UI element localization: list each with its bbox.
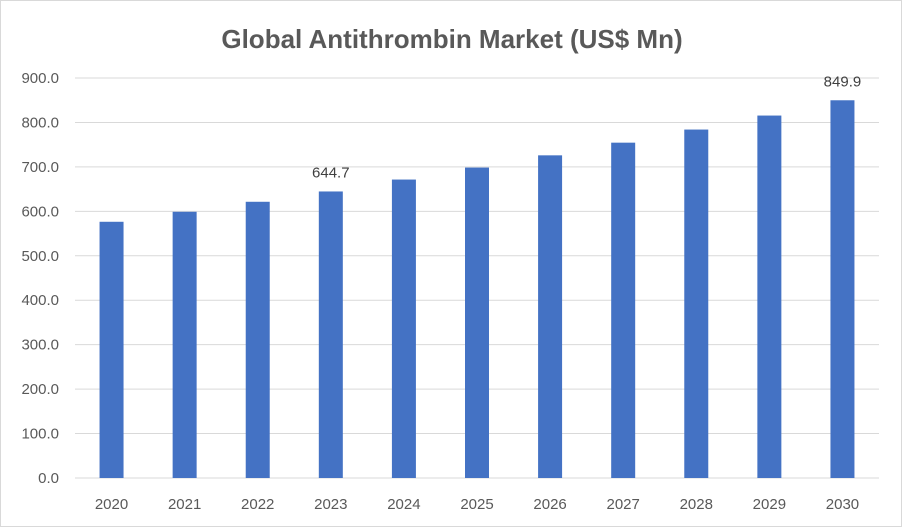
bar-2021 xyxy=(172,211,197,478)
bars xyxy=(99,100,855,479)
bar-2023 xyxy=(318,191,343,478)
x-tick-label: 2020 xyxy=(95,496,128,513)
bar-2029 xyxy=(757,115,782,479)
y-axis-tick-labels: 0.0 100.0 200.0 300.0 400.0 500.0 600.0 700.0 80… xyxy=(21,70,59,487)
data-label: 644.7 xyxy=(312,164,350,181)
bar-2025 xyxy=(465,167,489,479)
y-tick-label: 400.0 xyxy=(21,292,59,309)
data-label: 849.9 xyxy=(824,73,862,90)
x-tick-label: 2025 xyxy=(460,496,493,513)
bar-2028 xyxy=(684,129,709,479)
y-tick-label: 0.0 xyxy=(38,470,59,487)
y-tick-label: 800.0 xyxy=(21,114,59,131)
y-tick-label: 500.0 xyxy=(21,248,59,265)
x-tick-label: 2021 xyxy=(168,496,201,513)
y-tick-label: 900.0 xyxy=(21,70,59,87)
data-labels: 644.7 849.9 xyxy=(312,73,861,181)
y-tick-label: 200.0 xyxy=(21,381,59,398)
bar-2022 xyxy=(245,201,270,478)
x-axis-tick-labels: 2020 2021 2022 2023 2024 2025 2026 2027 2028 2029… xyxy=(95,496,859,513)
x-tick-label: 2029 xyxy=(753,496,786,513)
x-tick-label: 2030 xyxy=(826,496,859,513)
x-tick-label: 2027 xyxy=(606,496,639,513)
bar-2024 xyxy=(391,179,416,479)
bar-2030 xyxy=(830,100,855,479)
x-tick-label: 2024 xyxy=(387,496,420,513)
y-tick-label: 100.0 xyxy=(21,426,59,443)
x-tick-label: 2026 xyxy=(533,496,566,513)
y-tick-label: 300.0 xyxy=(21,337,59,354)
bar-2026 xyxy=(538,155,563,479)
y-tick-label: 600.0 xyxy=(21,203,59,220)
y-tick-label: 700.0 xyxy=(21,159,59,176)
bar-2027 xyxy=(611,142,636,478)
x-tick-label: 2023 xyxy=(314,496,347,513)
x-tick-label: 2028 xyxy=(680,496,713,513)
bar-2020 xyxy=(99,221,124,478)
x-tick-label: 2022 xyxy=(241,496,274,513)
chart-title: Global Antithrombin Market (US$ Mn) xyxy=(221,24,682,54)
